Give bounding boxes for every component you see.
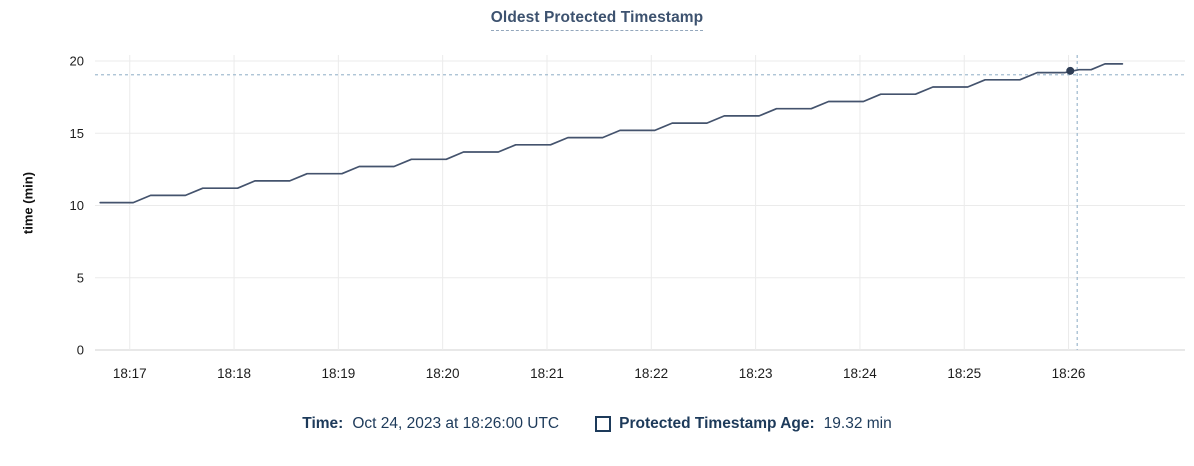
chart-title[interactable]: Oldest Protected Timestamp — [490, 9, 704, 31]
x-tick-label: 18:26 — [1052, 366, 1086, 381]
x-tick-label: 18:24 — [843, 366, 877, 381]
y-tick-label: 20 — [70, 54, 84, 69]
x-tick-label: 18:18 — [217, 366, 251, 381]
legend-series-value: 19.32 min — [823, 415, 892, 432]
line-chart-plot[interactable]: 0 5 10 15 20 18:17 18:18 18:19 18:20 18:21 18:22 18… — [0, 0, 1194, 400]
x-tick-label: 18:20 — [426, 366, 460, 381]
x-tick-label: 18:23 — [739, 366, 773, 381]
legend-series-label[interactable]: Protected Timestamp Age: — [619, 415, 815, 432]
x-tick-label: 18:17 — [113, 366, 147, 381]
series-line — [99, 63, 1124, 204]
y-tick-label: 5 — [77, 270, 84, 285]
x-tick-label: 18:25 — [947, 366, 981, 381]
x-tick-label: 18:19 — [321, 366, 355, 381]
hover-marker-dot — [1066, 66, 1075, 75]
chart-legend: Time: Oct 24, 2023 at 18:26:00 UTC Prote… — [0, 413, 1194, 435]
legend-time-label: Time: — [302, 415, 344, 432]
y-tick-label: 0 — [77, 343, 84, 358]
y-tick-label: 10 — [70, 198, 84, 213]
legend-time-value: Oct 24, 2023 at 18:26:00 UTC — [352, 415, 560, 432]
chart-title-row: Oldest Protected Timestamp — [0, 9, 1194, 31]
x-tick-label: 18:21 — [530, 366, 564, 381]
y-tick-label: 15 — [70, 126, 84, 141]
x-tick-label: 18:22 — [634, 366, 668, 381]
series-toggle-checkbox[interactable] — [595, 416, 612, 432]
